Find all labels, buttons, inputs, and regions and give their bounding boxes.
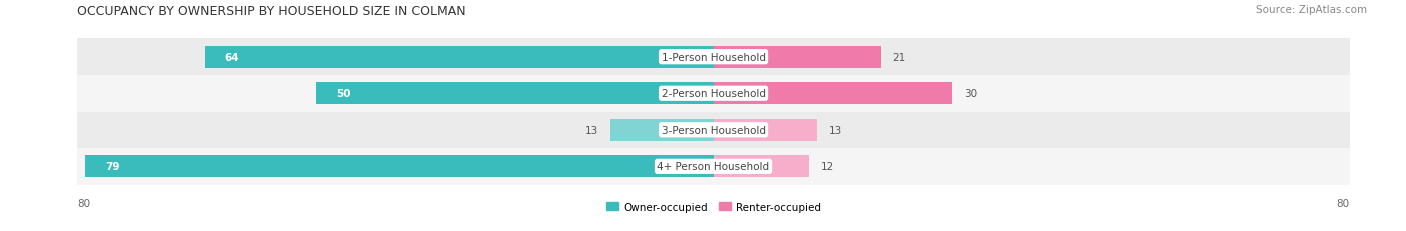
Bar xyxy=(714,46,880,68)
Bar xyxy=(77,112,1350,148)
Text: 4+ Person Household: 4+ Person Household xyxy=(658,162,769,172)
Text: 2-Person Household: 2-Person Household xyxy=(662,89,765,99)
Text: 21: 21 xyxy=(893,52,905,62)
Legend: Owner-occupied, Renter-occupied: Owner-occupied, Renter-occupied xyxy=(602,198,825,216)
Text: 1-Person Household: 1-Person Household xyxy=(662,52,765,62)
Text: 80: 80 xyxy=(1337,198,1350,209)
Bar xyxy=(714,156,808,177)
Text: 30: 30 xyxy=(965,89,977,99)
Text: 79: 79 xyxy=(105,162,120,172)
Text: 80: 80 xyxy=(77,198,90,209)
Bar xyxy=(610,119,714,141)
Bar xyxy=(714,83,952,105)
Text: 3-Person Household: 3-Person Household xyxy=(662,125,765,135)
Text: OCCUPANCY BY OWNERSHIP BY HOUSEHOLD SIZE IN COLMAN: OCCUPANCY BY OWNERSHIP BY HOUSEHOLD SIZE… xyxy=(77,5,465,18)
Text: 13: 13 xyxy=(585,125,598,135)
Text: 12: 12 xyxy=(821,162,834,172)
Bar xyxy=(77,148,1350,185)
Text: 50: 50 xyxy=(336,89,350,99)
Bar xyxy=(77,39,1350,76)
Text: 64: 64 xyxy=(225,52,239,62)
Bar xyxy=(205,46,714,68)
Bar xyxy=(77,76,1350,112)
Bar xyxy=(86,156,714,177)
Text: Source: ZipAtlas.com: Source: ZipAtlas.com xyxy=(1256,5,1367,15)
Text: 13: 13 xyxy=(830,125,842,135)
Bar xyxy=(714,119,817,141)
Bar xyxy=(316,83,714,105)
